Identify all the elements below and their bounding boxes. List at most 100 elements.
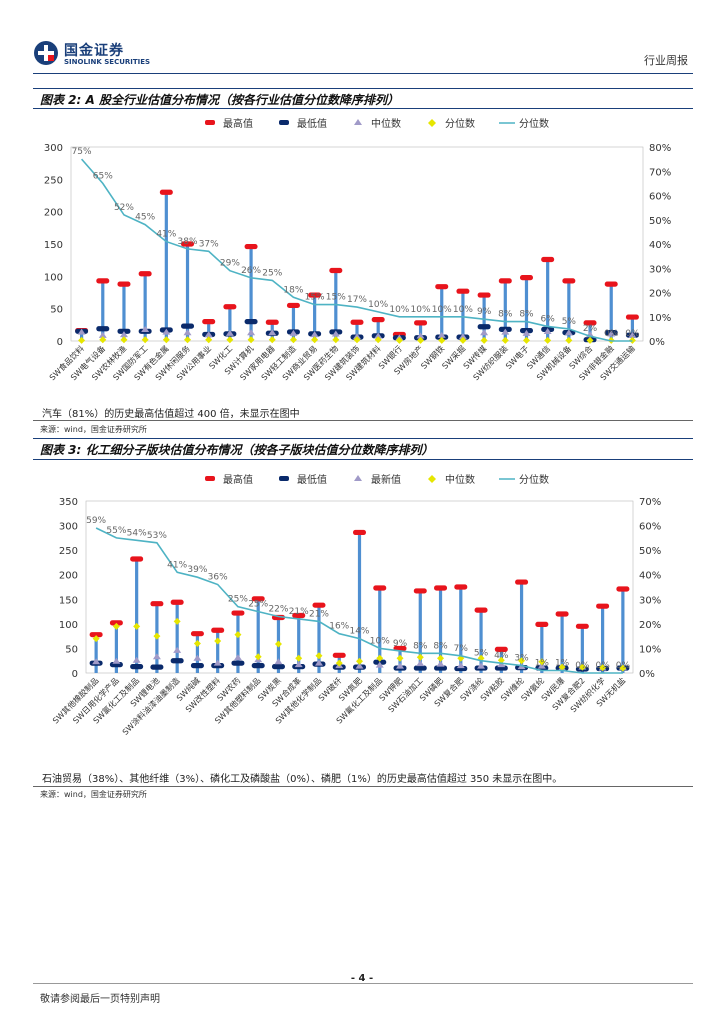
median-marker — [311, 336, 319, 344]
latest-marker — [193, 654, 202, 661]
percentile-data-label: 6% — [541, 314, 556, 324]
range-bar — [94, 634, 98, 673]
max-marker — [435, 284, 449, 290]
range-bar — [122, 284, 126, 341]
median-marker — [335, 659, 343, 667]
range-bar — [256, 598, 260, 673]
range-bar — [621, 588, 625, 673]
min-marker — [150, 664, 164, 670]
document-type: 行业周报 — [644, 54, 688, 67]
percentile-line — [80, 158, 633, 342]
percentile-data-label: 4% — [494, 651, 509, 661]
header-divider — [33, 73, 693, 74]
range-bar — [228, 306, 232, 341]
max-marker — [138, 271, 152, 277]
max-marker — [159, 189, 173, 195]
median-marker — [289, 336, 297, 344]
footer-disclaimer: 敬请参阅最后一页特别声明 — [40, 994, 160, 1005]
max-marker — [265, 319, 279, 325]
range-bar — [297, 615, 301, 673]
y-right-tick-label: 30% — [649, 264, 671, 275]
percentile-data-label: 8% — [498, 310, 513, 320]
percentile-data-label: 3% — [514, 654, 529, 664]
legend-median-marker — [428, 475, 436, 483]
latest-marker — [92, 658, 101, 665]
y-right-tick-label: 60% — [639, 522, 661, 533]
range-bar — [291, 305, 296, 341]
figure3-title: 图表 3: 化工细分子版块估值分布情况（按各子版块估值分位数降序排列） — [40, 443, 434, 457]
percentile-data-label: 10% — [389, 305, 409, 315]
range-bar — [546, 259, 550, 341]
median-marker — [438, 336, 446, 344]
y-left-tick-label: 250 — [44, 175, 63, 186]
min-marker — [170, 658, 184, 664]
max-marker — [371, 317, 385, 323]
median-marker — [578, 663, 586, 671]
max-marker — [150, 601, 164, 607]
range-bar — [249, 246, 253, 341]
max-marker — [604, 281, 618, 287]
y-left-tick-label: 250 — [59, 546, 78, 557]
max-marker — [244, 243, 258, 250]
median-marker — [538, 658, 546, 666]
median-marker — [518, 657, 526, 665]
latest-marker — [162, 328, 171, 335]
percentile-data-label: 25% — [262, 268, 282, 278]
median-marker — [226, 336, 234, 344]
median-marker — [295, 654, 303, 662]
percentile-data-label: 10% — [411, 305, 431, 315]
latest-marker — [183, 329, 192, 336]
min-marker — [231, 660, 245, 666]
y-left-tick-label: 150 — [59, 595, 78, 606]
figure2-source: 来源：wind，国金证券研究所 — [40, 425, 147, 434]
y-left-tick-label: 150 — [44, 240, 63, 251]
y-right-tick-label: 40% — [639, 571, 661, 582]
latest-marker — [141, 326, 150, 333]
percentile-data-label: 21% — [309, 609, 329, 619]
max-marker — [202, 319, 216, 325]
percentile-data-label: 5% — [562, 317, 577, 327]
percentile-data-label: 8% — [433, 641, 448, 651]
max-marker — [117, 281, 131, 287]
min-marker — [271, 664, 285, 670]
median-marker — [184, 336, 192, 344]
median-marker — [133, 622, 141, 630]
min-marker — [130, 664, 144, 670]
percentile-data-label: 10% — [432, 305, 452, 315]
latest-marker — [607, 330, 616, 337]
percentile-data-label: 2% — [583, 324, 598, 334]
latest-marker — [294, 661, 303, 668]
latest-marker — [416, 332, 425, 339]
latest-marker — [204, 331, 213, 338]
y-right-tick-label: 20% — [649, 289, 671, 300]
figure3-top-rule — [33, 438, 693, 439]
max-marker — [251, 596, 265, 602]
range-bar — [459, 587, 463, 673]
y-left-tick-label: 100 — [59, 620, 78, 631]
percentile-data-label: 15% — [305, 293, 325, 303]
max-marker — [555, 611, 569, 617]
legend-latest-marker — [354, 119, 362, 125]
percentile-data-label: 59% — [86, 516, 106, 526]
legend-label: 分位数 — [519, 473, 549, 486]
min-marker — [244, 319, 258, 325]
range-bar — [313, 295, 317, 341]
median-marker — [92, 635, 100, 643]
percentile-data-label: 25% — [228, 595, 248, 605]
percentile-data-label: 45% — [135, 213, 155, 223]
max-marker — [515, 579, 529, 585]
percentile-data-label: 8% — [413, 641, 428, 651]
percentile-data-label: 14% — [349, 627, 369, 637]
latest-marker — [112, 657, 121, 664]
median-marker — [480, 336, 488, 344]
median-marker — [99, 336, 107, 344]
max-marker — [562, 278, 576, 284]
max-marker — [170, 599, 184, 605]
y-right-tick-label: 20% — [639, 620, 661, 631]
legend-label: 最高值 — [223, 473, 253, 486]
latest-marker — [564, 329, 573, 336]
latest-marker — [374, 332, 383, 339]
latest-marker — [119, 331, 128, 338]
max-marker — [130, 556, 144, 562]
y-left-tick-label: 200 — [44, 208, 63, 219]
